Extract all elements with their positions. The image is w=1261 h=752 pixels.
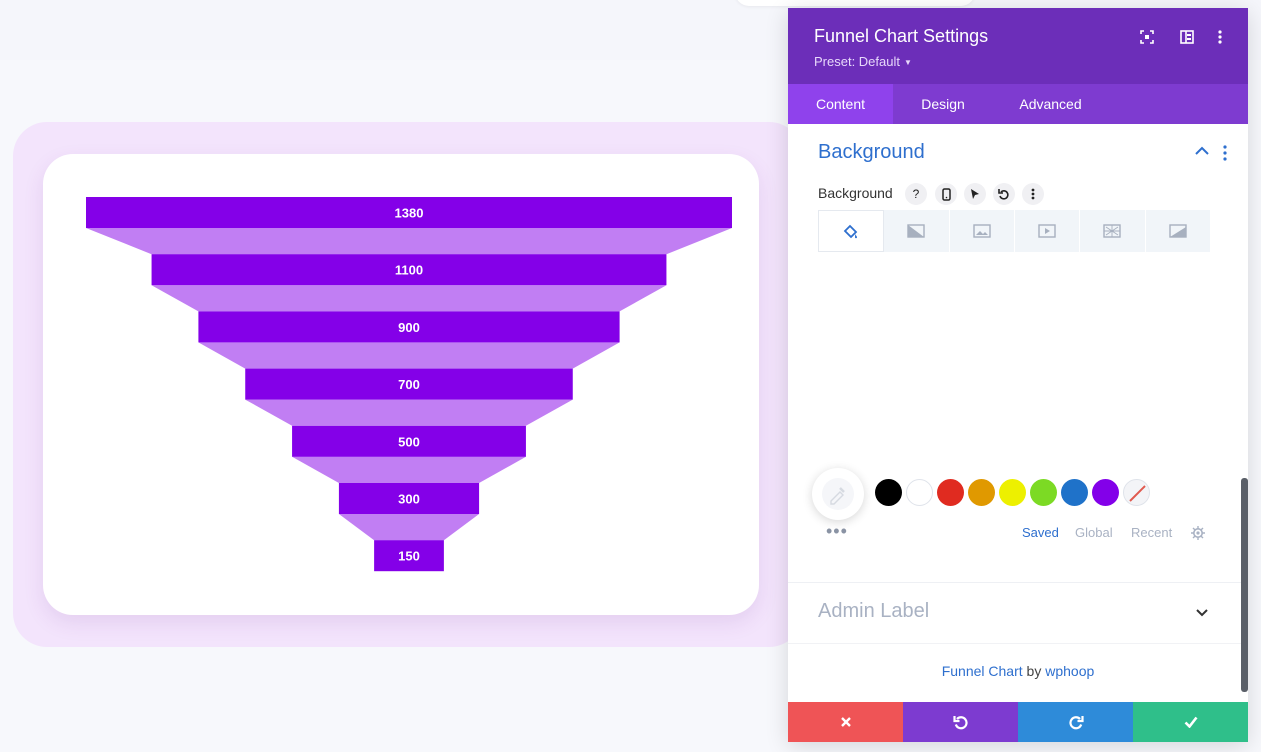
- funnel-connector: [338, 514, 480, 541]
- color-icon[interactable]: [818, 210, 885, 252]
- color-swatch[interactable]: [875, 479, 902, 506]
- chevron-down-icon[interactable]: [1194, 606, 1210, 620]
- color-swatch[interactable]: [937, 479, 964, 506]
- pattern-icon[interactable]: [1080, 210, 1146, 252]
- funnel-bar-label: 1380: [395, 206, 424, 221]
- preset-dropdown[interactable]: Preset: Default ▼: [814, 54, 912, 69]
- panel-footer: [788, 702, 1248, 742]
- funnel-chart-card[interactable]: 1380 1100 900 700 500 300 150: [43, 154, 759, 615]
- image-icon[interactable]: [950, 210, 1015, 252]
- funnel-bar-label: 150: [398, 549, 420, 564]
- plugin-credit: Funnel Chart by wphoop: [788, 663, 1248, 679]
- divider: [788, 582, 1248, 583]
- no-color-swatch[interactable]: [1123, 479, 1150, 506]
- color-swatch[interactable]: [999, 479, 1026, 506]
- funnel-bar[interactable]: [245, 368, 573, 400]
- color-swatch[interactable]: [968, 479, 995, 506]
- funnel-bar-label: 500: [398, 434, 420, 449]
- author-link[interactable]: wphoop: [1045, 663, 1095, 679]
- admin-label-section-title[interactable]: Admin Label: [818, 600, 930, 622]
- more-icon[interactable]: [1022, 183, 1044, 205]
- expand-icon[interactable]: [1137, 27, 1157, 47]
- funnel-bar-label: 300: [398, 492, 420, 507]
- eyedropper-icon: [822, 478, 854, 510]
- check-icon: [1184, 716, 1198, 728]
- tab-design[interactable]: Design: [921, 96, 965, 112]
- funnel-bar[interactable]: [151, 254, 667, 286]
- video-icon[interactable]: [1015, 210, 1081, 252]
- funnel-connector: [151, 285, 667, 312]
- divider: [788, 643, 1248, 644]
- split-view-icon[interactable]: [1177, 27, 1197, 47]
- color-swatch[interactable]: [1030, 479, 1057, 506]
- funnel-bar[interactable]: [86, 197, 732, 228]
- funnel-bar[interactable]: [374, 540, 444, 572]
- chevron-up-icon[interactable]: [1193, 142, 1211, 160]
- product-link[interactable]: Funnel Chart: [941, 663, 1023, 679]
- funnel-bar[interactable]: [292, 425, 526, 457]
- section-title[interactable]: Background: [818, 141, 925, 163]
- color-swatch[interactable]: [1092, 479, 1119, 506]
- caret-down-icon: ▼: [904, 58, 912, 68]
- settings-panel: Funnel Chart Settings Preset: Default ▼ C…: [788, 8, 1248, 742]
- swatch-tab-recent[interactable]: Recent: [1131, 525, 1173, 540]
- funnel-bar-label: 700: [398, 377, 420, 392]
- redo-icon: [1068, 716, 1084, 730]
- funnel-bar[interactable]: [198, 311, 620, 343]
- mobile-icon[interactable]: [935, 183, 957, 205]
- panel-title: Funnel Chart Settings: [814, 26, 989, 46]
- funnel-bar[interactable]: [338, 483, 480, 514]
- funnel-connector: [86, 228, 732, 255]
- discard-button[interactable]: [788, 702, 903, 742]
- funnel-chart: 1380 1100 900 700 500 300 150: [86, 197, 732, 572]
- save-button[interactable]: [1133, 702, 1248, 742]
- mask-icon[interactable]: [1146, 210, 1211, 252]
- swatch-tab-global[interactable]: Global: [1075, 525, 1113, 540]
- scrollbar[interactable]: [1241, 478, 1248, 692]
- color-picker-button[interactable]: [812, 468, 864, 520]
- funnel-bar-label: 1100: [395, 263, 423, 278]
- funnel-connector: [292, 456, 526, 483]
- tab-content[interactable]: Content: [788, 84, 893, 124]
- swatch-tab-saved[interactable]: Saved: [1022, 525, 1059, 540]
- section-more-icon[interactable]: [1220, 144, 1230, 162]
- panel-header: Funnel Chart Settings Preset: Default ▼: [788, 8, 1248, 84]
- panel-tabs: Content Design Advanced: [788, 84, 1248, 124]
- preset-label: Preset: Default: [814, 54, 900, 69]
- gradient-icon[interactable]: [884, 210, 950, 252]
- gear-icon[interactable]: [1191, 526, 1205, 540]
- page-card-edge: [735, 0, 975, 6]
- funnel-connector: [245, 399, 573, 426]
- tab-advanced[interactable]: Advanced: [1019, 96, 1082, 112]
- credit-by: by: [1026, 663, 1042, 679]
- background-type-tabs: [818, 210, 1211, 252]
- redo-button[interactable]: [1018, 702, 1133, 742]
- funnel-connector: [198, 342, 620, 369]
- undo-icon[interactable]: [993, 183, 1015, 205]
- close-icon: [840, 717, 851, 727]
- more-swatches-icon[interactable]: •••: [826, 521, 848, 541]
- undo-icon: [952, 716, 968, 730]
- funnel-bar-label: 900: [398, 320, 420, 335]
- color-swatch[interactable]: [906, 479, 933, 506]
- background-field-label: Background: [818, 185, 893, 201]
- more-options-icon[interactable]: [1210, 27, 1230, 47]
- undo-button[interactable]: [903, 702, 1018, 742]
- cursor-icon[interactable]: [964, 183, 986, 205]
- color-swatch[interactable]: [1061, 479, 1088, 506]
- help-icon[interactable]: ?: [905, 183, 927, 205]
